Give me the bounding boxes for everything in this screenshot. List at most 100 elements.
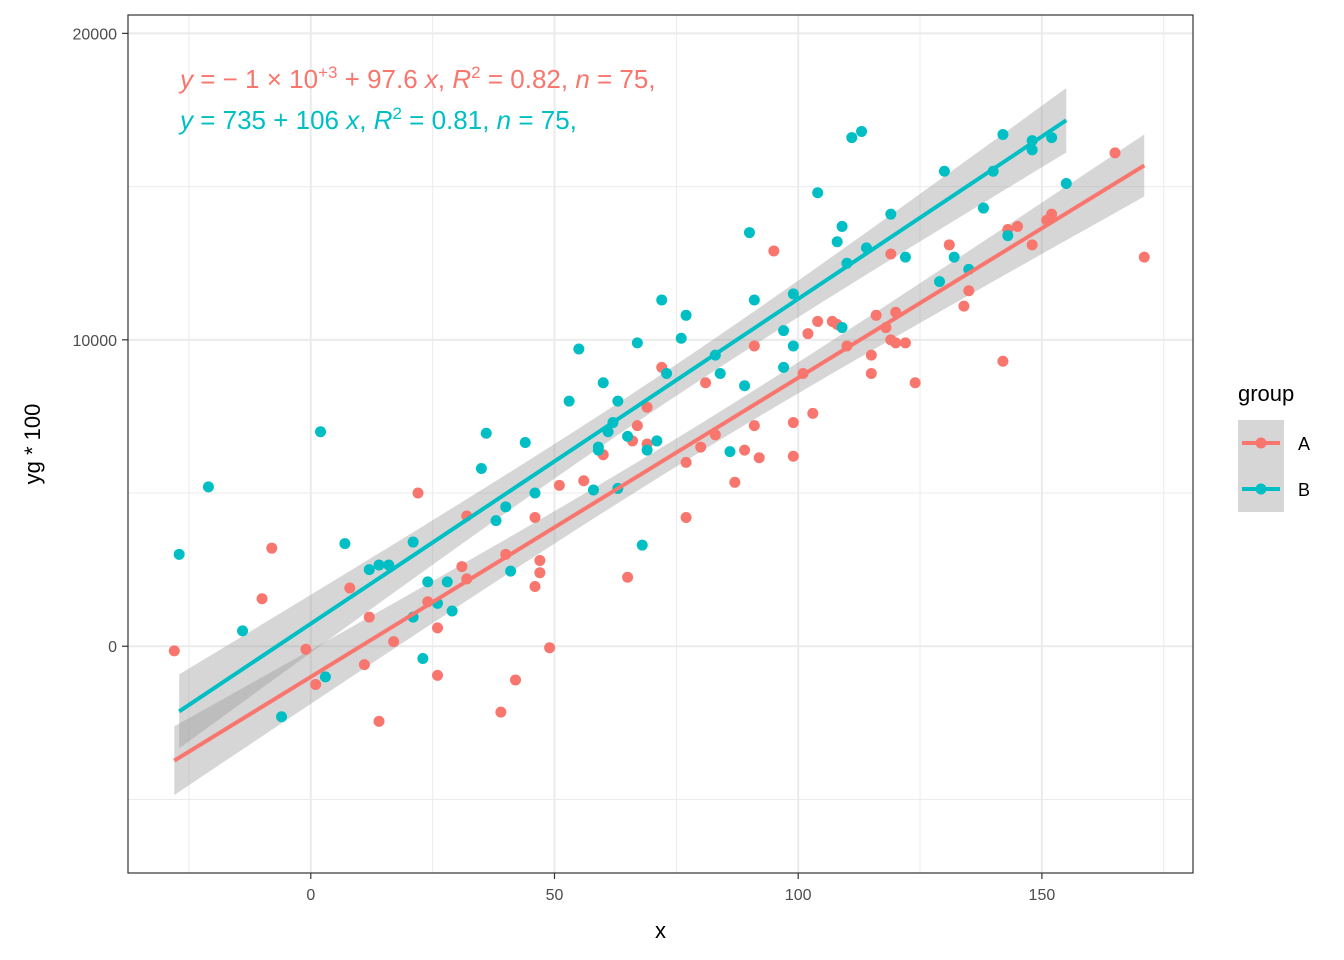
data-point-b — [441, 576, 453, 588]
data-point-a — [534, 554, 546, 566]
data-point-b — [587, 484, 599, 496]
data-point-b — [656, 294, 668, 306]
data-point-b — [573, 343, 585, 355]
equation-label-a: y = − 1 × 10+3 + 97.6 x, R2 = 0.82, n = … — [178, 63, 656, 94]
y-tick-label: 0 — [108, 639, 117, 656]
data-point-a — [943, 239, 955, 251]
fit-line-a — [173, 163, 1146, 763]
data-point-a — [963, 285, 975, 297]
data-point-b — [592, 444, 604, 456]
data-point-a — [534, 567, 546, 579]
data-point-b — [739, 380, 751, 392]
data-point-a — [1138, 251, 1150, 263]
data-point-b — [500, 501, 512, 513]
data-point-b — [641, 444, 653, 456]
data-point-a — [753, 452, 765, 464]
data-point-a — [865, 368, 877, 380]
data-point-b — [661, 368, 673, 380]
data-point-a — [680, 512, 692, 524]
data-point-a — [1026, 239, 1038, 251]
data-point-b — [836, 322, 848, 334]
legend-key-point — [1255, 437, 1267, 449]
data-point-a — [700, 377, 712, 389]
data-point-b — [675, 332, 687, 344]
data-point-a — [495, 706, 507, 718]
data-point-a — [168, 645, 180, 657]
data-point-b — [787, 340, 799, 352]
data-point-a — [680, 456, 692, 468]
data-point-b — [237, 625, 249, 637]
data-point-b — [631, 337, 643, 349]
data-point-b — [977, 202, 989, 214]
data-point-a — [266, 542, 278, 554]
data-point-b — [417, 653, 429, 664]
data-point-a — [885, 248, 897, 260]
data-point-b — [276, 711, 288, 723]
x-tick-label: 150 — [1029, 887, 1056, 904]
legend-items: AB — [1238, 420, 1310, 512]
data-point-a — [787, 450, 799, 462]
data-point-a — [509, 674, 521, 686]
data-point-b — [339, 538, 351, 550]
data-point-a — [631, 420, 643, 432]
y-axis-title: yg * 100 — [20, 404, 45, 485]
data-point-b — [612, 395, 624, 407]
data-point-a — [641, 401, 653, 413]
data-point-a — [544, 642, 556, 654]
data-point-b — [490, 515, 502, 527]
data-point-b — [202, 481, 214, 493]
y-tick-label: 20000 — [73, 26, 118, 43]
data-point-b — [743, 227, 755, 239]
data-point-a — [997, 355, 1009, 367]
data-point-a — [256, 593, 268, 605]
data-point-b — [319, 671, 331, 683]
data-point-b — [315, 426, 327, 438]
data-point-a — [802, 328, 814, 340]
data-point-b — [812, 187, 824, 199]
equation-label-b: y = 735 + 106 x, R2 = 0.81, n = 75, — [178, 104, 577, 135]
fit-line-b — [178, 118, 1068, 714]
data-point-b — [948, 251, 960, 263]
data-point-a — [890, 337, 902, 349]
data-point-b — [422, 576, 434, 588]
data-point-a — [344, 582, 356, 594]
data-point-a — [865, 349, 877, 361]
data-point-b — [934, 276, 946, 288]
data-point-a — [412, 487, 424, 499]
data-point-a — [748, 340, 760, 352]
data-point-a — [300, 643, 312, 655]
legend-label-a: A — [1298, 434, 1310, 454]
data-point-b — [636, 539, 648, 551]
data-point-b — [1060, 178, 1072, 190]
data-point-a — [529, 512, 541, 524]
data-point-a — [529, 580, 541, 592]
y-tick-label: 10000 — [73, 333, 118, 350]
data-point-b — [787, 288, 799, 300]
data-point-a — [388, 636, 400, 648]
data-point-b — [529, 487, 541, 499]
data-point-a — [310, 679, 322, 691]
data-point-b — [505, 565, 517, 577]
data-point-a — [432, 669, 444, 681]
plot-area: y = − 1 × 10+3 + 97.6 x, R2 = 0.82, n = … — [127, 14, 1194, 874]
data-point-a — [695, 441, 707, 453]
fit-lines — [173, 118, 1146, 763]
data-point-b — [846, 132, 858, 144]
data-point-a — [958, 300, 970, 312]
data-point-a — [432, 622, 444, 634]
data-point-b — [831, 236, 843, 248]
data-point-b — [475, 463, 487, 475]
data-point-b — [373, 559, 385, 571]
equation-labels: y = − 1 × 10+3 + 97.6 x, R2 = 0.82, n = … — [178, 63, 656, 135]
legend: group AB — [1238, 381, 1310, 512]
x-axis-title: x — [655, 918, 666, 943]
data-point-a — [787, 417, 799, 429]
legend-key-b — [1238, 466, 1284, 512]
data-point-a — [578, 475, 590, 487]
data-point-b — [778, 361, 790, 373]
data-point-a — [373, 715, 385, 727]
data-point-b — [680, 309, 692, 321]
data-point-a — [553, 479, 565, 491]
data-point-a — [1109, 147, 1121, 159]
